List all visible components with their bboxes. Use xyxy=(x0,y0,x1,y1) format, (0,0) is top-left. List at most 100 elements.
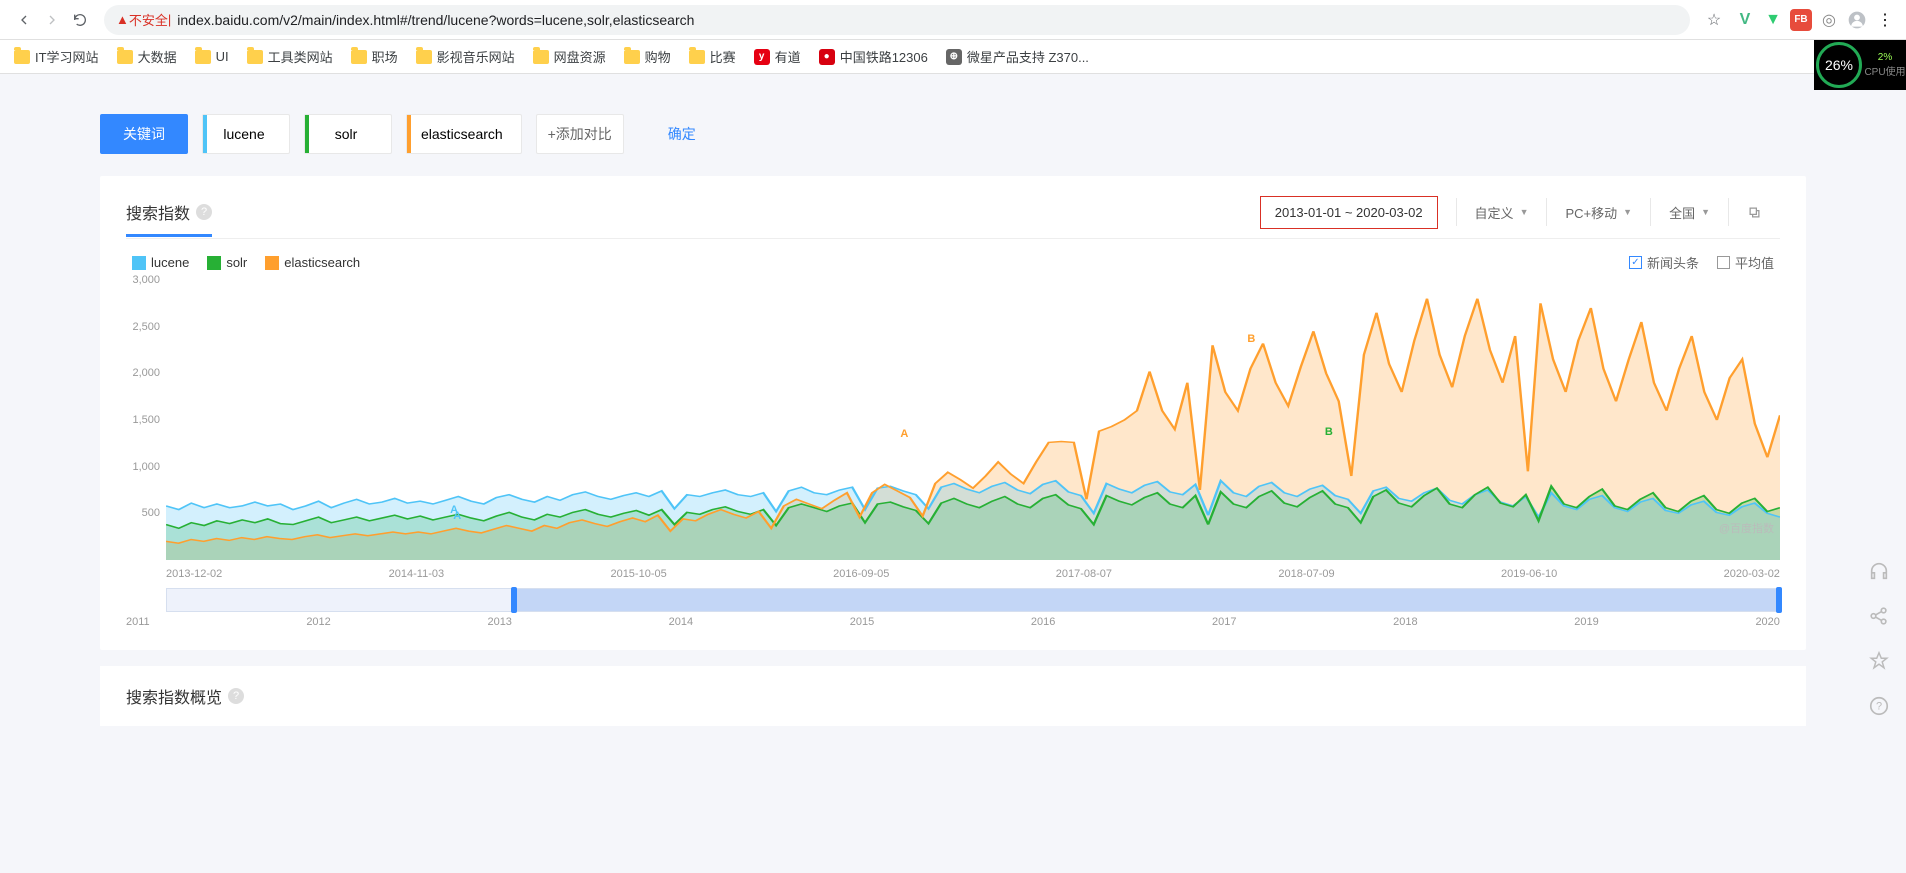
bookmark-label: 购物 xyxy=(645,47,671,66)
folder-icon xyxy=(14,50,30,64)
x-tick: 2017-08-07 xyxy=(1056,568,1112,580)
x-tick: 2016-09-05 xyxy=(833,568,889,580)
custom-control[interactable]: 自定义▼ xyxy=(1456,198,1547,226)
scrubber-year: 2013 xyxy=(487,616,511,628)
scrubber-handle-left[interactable] xyxy=(511,587,517,613)
legend-label: elasticsearch xyxy=(284,255,360,270)
bookmark-label: 职场 xyxy=(372,47,398,66)
share-icon[interactable] xyxy=(1868,605,1890,632)
bookmark-item[interactable]: 大数据 xyxy=(117,47,177,66)
keyword-tag[interactable]: lucene xyxy=(202,114,290,154)
help-icon[interactable]: ? xyxy=(196,204,212,220)
region-label: 全国 xyxy=(1669,203,1695,222)
x-tick: 2020-03-02 xyxy=(1724,568,1780,580)
reload-button[interactable] xyxy=(66,6,94,34)
legend-item[interactable]: lucene xyxy=(132,255,189,270)
keyword-tag[interactable]: solr xyxy=(304,114,392,154)
bookmark-label: 网盘资源 xyxy=(554,47,606,66)
scrubber-year: 2015 xyxy=(850,616,874,628)
star-icon[interactable]: ☆ xyxy=(1700,6,1728,34)
region-control[interactable]: 全国▼ xyxy=(1650,198,1728,226)
add-compare-button[interactable]: +添加对比 xyxy=(536,114,624,154)
ext-fb-icon[interactable]: FB xyxy=(1790,9,1812,31)
bookmark-item[interactable]: ●中国铁路12306 xyxy=(819,47,928,66)
address-bar[interactable]: ▲ 不安全 | index.baidu.com/v2/main/index.ht… xyxy=(104,5,1690,35)
menu-icon[interactable]: ⋮ xyxy=(1874,9,1896,31)
time-scrubber[interactable] xyxy=(166,588,1780,612)
page-content: 关键词 lucene solr elasticsearch +添加对比 确定 搜索指… xyxy=(0,74,1906,726)
scrubber-year: 2012 xyxy=(306,616,330,628)
bookmark-item[interactable]: 网盘资源 xyxy=(533,47,606,66)
question-icon[interactable]: ? xyxy=(1868,695,1890,722)
scrubber-handle-right[interactable] xyxy=(1776,587,1782,613)
y-tick: 1,000 xyxy=(132,461,160,473)
chart-plot[interactable]: AAABB @百度指数 xyxy=(166,280,1780,560)
bookmark-item[interactable]: y有道 xyxy=(754,47,801,66)
folder-icon xyxy=(351,50,367,64)
scrubber-year: 2020 xyxy=(1755,616,1779,628)
keyword-tag[interactable]: elasticsearch xyxy=(406,114,522,154)
legend-label: lucene xyxy=(151,255,189,270)
scrubber-year: 2014 xyxy=(669,616,693,628)
panel-title-text: 搜索指数 xyxy=(126,200,190,224)
bookmark-item[interactable]: 购物 xyxy=(624,47,671,66)
scrubber-year: 2017 xyxy=(1212,616,1236,628)
bookmark-item[interactable]: 影视音乐网站 xyxy=(416,47,515,66)
keyword-tag-label: solr xyxy=(335,126,358,142)
favicon-icon: ⊕ xyxy=(946,49,962,65)
search-index-panel: 搜索指数 ? 2013-01-01 ~ 2020-03-02 自定义▼ PC+移… xyxy=(100,176,1806,650)
headphones-icon[interactable] xyxy=(1868,560,1890,587)
keyword-tag-label: lucene xyxy=(223,126,264,142)
keyword-tag-label: elasticsearch xyxy=(421,126,503,142)
folder-icon xyxy=(624,50,640,64)
bookmarks-bar: IT学习网站大数据 UI 工具类网站 职场影视音乐网站 网盘资源 购物 比赛 y有道 ●中国铁路… xyxy=(0,40,1906,74)
profile-icon[interactable] xyxy=(1846,9,1868,31)
legend-label: solr xyxy=(226,255,247,270)
toggle-news[interactable]: ✓新闻头条 xyxy=(1629,253,1699,272)
bookmark-item[interactable]: IT学习网站 xyxy=(14,47,99,66)
bookmark-item[interactable]: 职场 xyxy=(351,47,398,66)
chevron-down-icon: ▼ xyxy=(1623,207,1632,217)
bookmark-item[interactable]: 比赛 xyxy=(689,47,736,66)
y-tick: 2,500 xyxy=(132,321,160,333)
bookmark-item[interactable]: 工具类网站 xyxy=(247,47,333,66)
browser-nav-bar: ▲ 不安全 | index.baidu.com/v2/main/index.ht… xyxy=(0,0,1906,40)
device-control[interactable]: PC+移动▼ xyxy=(1546,198,1650,226)
panel-header: 搜索指数 ? 2013-01-01 ~ 2020-03-02 自定义▼ PC+移… xyxy=(126,198,1780,239)
x-tick: 2014-11-03 xyxy=(389,568,444,580)
forward-button[interactable] xyxy=(38,6,66,34)
bookmark-label: UI xyxy=(216,49,229,64)
line-chart: 5001,0001,5002,0002,5003,000 AAABB @百度指数… xyxy=(126,280,1780,580)
legend-swatch xyxy=(265,256,279,270)
legend-item[interactable]: solr xyxy=(207,255,247,270)
bookmark-label: 比赛 xyxy=(710,47,736,66)
folder-icon xyxy=(247,50,263,64)
date-range-text: 2013-01-01 ~ 2020-03-02 xyxy=(1260,196,1438,229)
back-button[interactable] xyxy=(10,6,38,34)
ext-circle-icon[interactable]: ◎ xyxy=(1818,9,1840,31)
bookmark-label: 微星产品支持 Z370... xyxy=(967,47,1089,66)
date-range-control[interactable]: 2013-01-01 ~ 2020-03-02 xyxy=(1242,198,1456,226)
keyword-button[interactable]: 关键词 xyxy=(100,114,188,154)
cpu-ring: 26% xyxy=(1816,42,1862,88)
svg-text:?: ? xyxy=(1876,701,1882,713)
chart-legend: lucene solr elasticsearch ✓新闻头条 平均值 xyxy=(126,239,1780,280)
bookmark-item[interactable]: ⊕ 微星产品支持 Z370... xyxy=(946,47,1089,66)
scrubber-selection xyxy=(514,589,1779,611)
y-tick: 3,000 xyxy=(132,274,160,286)
export-button[interactable] xyxy=(1728,198,1780,226)
cpu-label: CPU使用 xyxy=(1864,63,1906,78)
bookmark-item[interactable]: UI xyxy=(195,49,229,64)
panel-title: 搜索指数 ? xyxy=(126,200,212,237)
ext-vue-icon[interactable]: V xyxy=(1734,9,1756,31)
legend-item[interactable]: elasticsearch xyxy=(265,255,360,270)
confirm-button[interactable]: 确定 xyxy=(638,114,726,154)
star-icon[interactable] xyxy=(1868,650,1890,677)
scrubber-years: 2011201220132014201520162017201820192020 xyxy=(126,616,1780,628)
toggle-average[interactable]: 平均值 xyxy=(1717,253,1774,272)
folder-icon xyxy=(689,50,705,64)
ext-shield-icon[interactable]: ▼ xyxy=(1762,9,1784,31)
panel-controls: 2013-01-01 ~ 2020-03-02 自定义▼ PC+移动▼ 全国▼ xyxy=(1242,198,1780,226)
checkbox-checked-icon: ✓ xyxy=(1629,256,1642,269)
help-icon[interactable]: ? xyxy=(228,688,244,704)
